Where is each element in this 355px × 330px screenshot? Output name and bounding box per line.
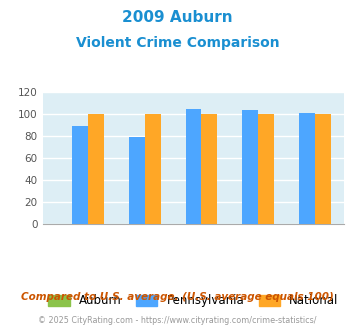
Bar — [88, 115, 104, 224]
Text: 2009 Auburn: 2009 Auburn — [122, 10, 233, 25]
Text: Violent Crime Comparison: Violent Crime Comparison — [76, 36, 279, 50]
Bar — [145, 115, 160, 224]
Bar — [129, 138, 145, 224]
Bar — [315, 115, 331, 224]
Bar — [186, 109, 201, 224]
Bar — [72, 126, 88, 224]
Text: Compared to U.S. average. (U.S. average equals 100): Compared to U.S. average. (U.S. average … — [21, 292, 334, 302]
Text: © 2025 CityRating.com - https://www.cityrating.com/crime-statistics/: © 2025 CityRating.com - https://www.city… — [38, 316, 317, 325]
Bar — [201, 115, 217, 224]
Legend: Auburn, Pennsylvania, National: Auburn, Pennsylvania, National — [44, 290, 343, 312]
Bar — [258, 115, 274, 224]
Bar — [242, 110, 258, 224]
Bar — [299, 113, 315, 224]
